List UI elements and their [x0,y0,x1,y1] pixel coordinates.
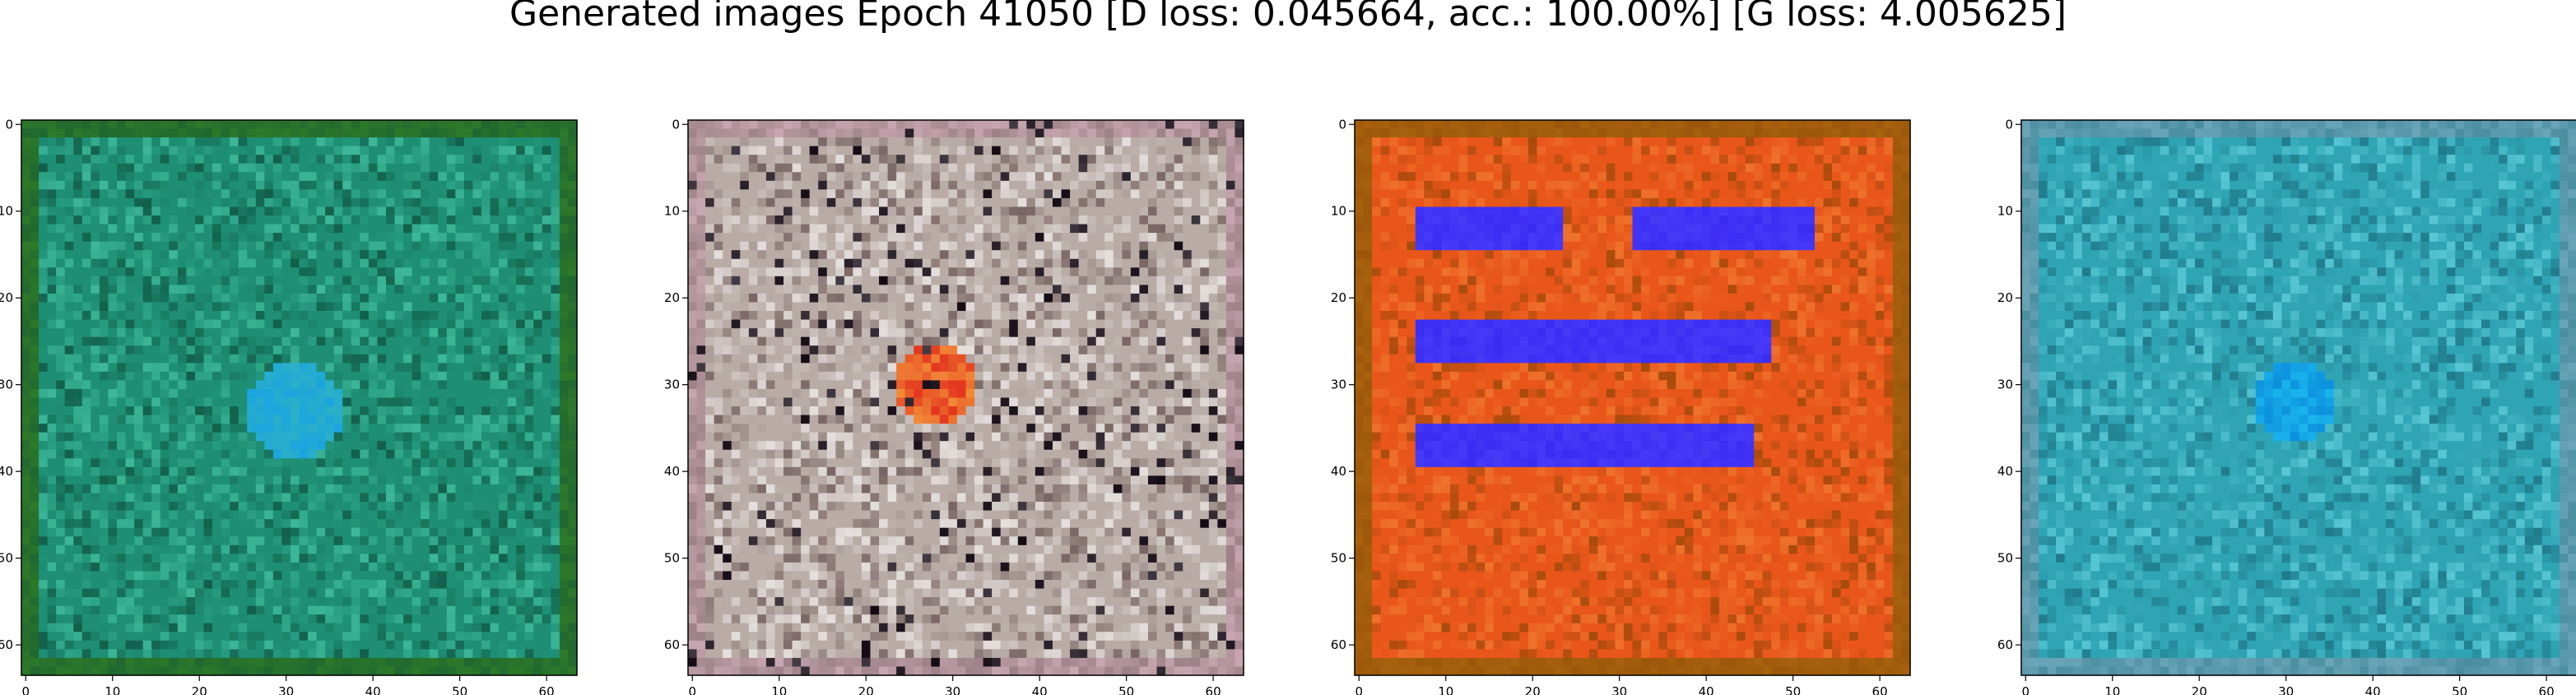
x-tick-label: 10 [1438,684,1453,695]
generated-image-2 [688,120,1244,676]
y-tick-label: 30 [1997,378,2013,392]
x-tick-label: 0 [689,684,697,695]
x-tick-label: 0 [1355,684,1364,695]
y-tick-label: 0 [2005,117,2013,132]
x-tick-label: 60 [2539,684,2555,695]
axes-frame-1 [21,120,577,675]
generated-image-4 [2021,120,2576,676]
y-tick-label: 10 [1997,204,2013,219]
y-tick-label: 0 [5,117,13,132]
x-tick-label: 30 [945,684,960,695]
x-tick-label: 10 [771,684,787,695]
y-tick-label: 60 [0,637,13,652]
x-tick-label: 60 [1206,684,1221,695]
y-tick-label: 40 [1997,464,2013,479]
x-tick-label: 20 [858,684,874,695]
y-tick-label: 20 [0,290,13,305]
x-tick-label: 20 [2192,684,2207,695]
generated-image-3 [1355,120,1911,676]
y-tick-label: 10 [664,204,680,219]
x-tick-label: 40 [365,684,381,695]
x-tick-label: 0 [22,684,30,695]
x-tick-label: 30 [278,684,294,695]
axes-frame-3 [1355,120,1910,675]
y-tick-label: 30 [0,378,13,392]
generated-image-1 [21,120,578,676]
x-tick-label: 0 [2022,684,2030,695]
figure-title: Generated images Epoch 41050 [D loss: 0.… [0,0,2576,49]
y-tick-label: 60 [1997,637,2013,652]
axes-frame-4 [2021,120,2576,675]
x-tick-label: 60 [1872,684,1888,695]
x-tick-label: 50 [2452,684,2467,695]
y-tick-label: 40 [1331,464,1346,479]
x-tick-label: 10 [2104,684,2120,695]
x-tick-label: 10 [105,684,120,695]
y-tick-label: 60 [664,637,680,652]
y-tick-label: 30 [1331,378,1346,392]
x-tick-label: 40 [2365,684,2381,695]
y-tick-label: 10 [1331,204,1346,219]
y-tick-label: 20 [1331,290,1346,305]
x-tick-label: 20 [192,684,207,695]
x-tick-label: 20 [1525,684,1541,695]
y-tick-label: 40 [664,464,680,479]
y-tick-label: 40 [0,464,13,479]
y-tick-label: 0 [672,117,680,132]
y-tick-label: 50 [0,551,13,566]
x-tick-label: 30 [1611,684,1627,695]
y-tick-label: 50 [1331,551,1346,566]
x-tick-label: 50 [1118,684,1134,695]
x-tick-label: 50 [452,684,467,695]
y-tick-label: 30 [664,378,680,392]
y-tick-label: 50 [664,551,680,566]
y-tick-label: 50 [1997,551,2013,566]
y-tick-label: 0 [1338,117,1346,132]
x-tick-label: 50 [1785,684,1801,695]
x-tick-label: 30 [2278,684,2294,695]
x-tick-label: 60 [539,684,555,695]
axes-frame-2 [688,120,1244,675]
y-tick-label: 60 [1331,637,1346,652]
y-tick-label: 10 [0,204,13,219]
x-tick-label: 40 [1032,684,1048,695]
y-tick-label: 20 [1997,290,2013,305]
y-tick-label: 20 [664,290,680,305]
x-tick-label: 40 [1699,684,1714,695]
